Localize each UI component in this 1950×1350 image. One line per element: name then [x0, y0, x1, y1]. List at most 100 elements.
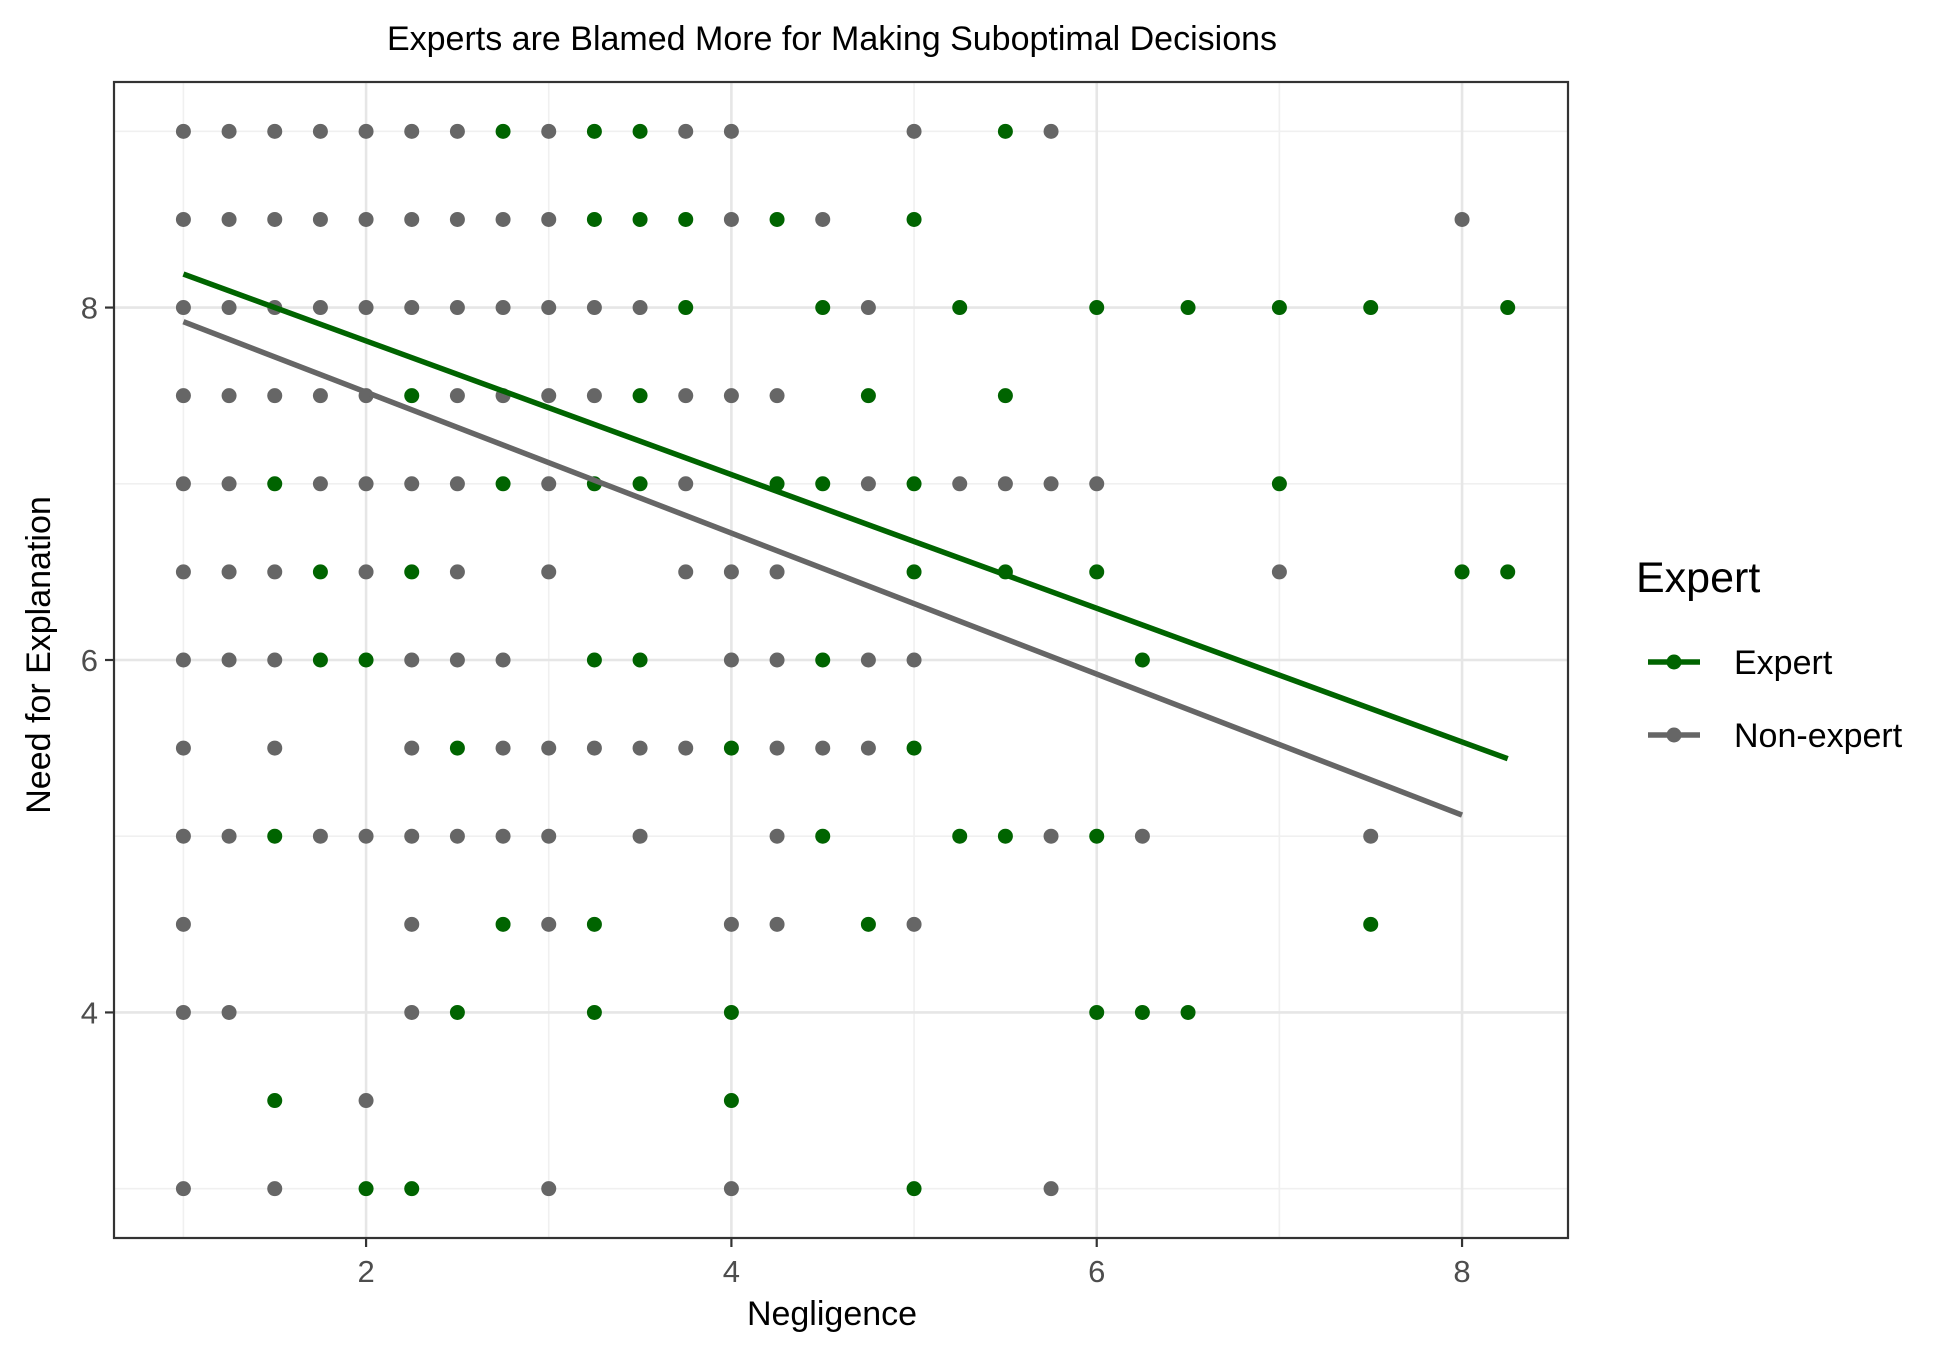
expert-point — [1089, 1004, 1105, 1020]
non-expert-fit-line — [182, 319, 1464, 818]
non-expert-point — [541, 564, 557, 580]
legend-key-point-non-expert — [1666, 727, 1682, 743]
non-expert-point — [175, 564, 191, 580]
non-expert-point — [1363, 828, 1379, 844]
expert-point — [723, 740, 739, 756]
non-expert-point — [449, 476, 465, 492]
expert-point — [860, 916, 876, 932]
non-expert-point — [312, 123, 328, 139]
x-tick-label: 6 — [1088, 1254, 1105, 1289]
non-expert-point — [723, 916, 739, 932]
non-expert-point — [906, 916, 922, 932]
non-expert-point — [449, 388, 465, 404]
non-expert-point — [404, 916, 420, 932]
non-expert-point — [723, 388, 739, 404]
non-expert-point — [449, 564, 465, 580]
expert-point — [1454, 564, 1470, 580]
non-expert-point — [175, 916, 191, 932]
non-expert-point — [404, 740, 420, 756]
non-expert-point — [175, 828, 191, 844]
expert-point — [860, 388, 876, 404]
expert-point — [952, 300, 968, 316]
non-expert-point — [769, 388, 785, 404]
non-expert-point — [221, 388, 237, 404]
non-expert-point — [267, 123, 283, 139]
expert-point — [586, 211, 602, 227]
y-tick-label: 4 — [81, 995, 98, 1030]
non-expert-point — [404, 123, 420, 139]
expert-point — [815, 652, 831, 668]
non-expert-point — [815, 211, 831, 227]
expert-point — [586, 916, 602, 932]
expert-point — [1089, 300, 1105, 316]
expert-point — [632, 123, 648, 139]
non-expert-point — [769, 740, 785, 756]
legend-entries: Expert Non-expert — [1648, 644, 1903, 755]
non-expert-point — [312, 828, 328, 844]
non-expert-point — [586, 388, 602, 404]
non-expert-point — [175, 1181, 191, 1197]
non-expert-point — [358, 564, 374, 580]
non-expert-point — [449, 300, 465, 316]
expert-point — [404, 1181, 420, 1197]
non-expert-point — [769, 828, 785, 844]
expert-point — [815, 300, 831, 316]
non-expert-point — [404, 211, 420, 227]
y-tick-label: 6 — [81, 643, 98, 678]
non-expert-point — [358, 300, 374, 316]
non-expert-point — [175, 388, 191, 404]
expert-point — [1271, 300, 1287, 316]
non-expert-point — [586, 740, 602, 756]
non-expert-point — [906, 652, 922, 668]
non-expert-point — [358, 1093, 374, 1109]
x-tick-label: 2 — [357, 1254, 374, 1289]
expert-point — [449, 1004, 465, 1020]
non-expert-point — [769, 916, 785, 932]
non-expert-point — [997, 476, 1013, 492]
non-expert-point — [404, 1004, 420, 1020]
expert-point — [1500, 564, 1516, 580]
non-expert-point — [723, 564, 739, 580]
non-expert-point — [404, 476, 420, 492]
non-expert-point — [221, 476, 237, 492]
regression-lines — [182, 271, 1509, 818]
expert-point — [815, 476, 831, 492]
expert-point — [1089, 564, 1105, 580]
non-expert-point — [1134, 828, 1150, 844]
non-expert-point — [1043, 828, 1059, 844]
non-expert-point — [678, 123, 694, 139]
expert-point — [449, 740, 465, 756]
expert-point — [997, 388, 1013, 404]
non-expert-point — [541, 123, 557, 139]
non-expert-point — [632, 828, 648, 844]
non-expert-point — [678, 740, 694, 756]
expert-point — [586, 652, 602, 668]
non-expert-point — [632, 300, 648, 316]
non-expert-point — [860, 300, 876, 316]
non-expert-point — [358, 828, 374, 844]
non-expert-point — [723, 652, 739, 668]
expert-point — [815, 828, 831, 844]
expert-point — [1180, 300, 1196, 316]
expert-point — [358, 652, 374, 668]
non-expert-point — [1043, 1181, 1059, 1197]
expert-point — [404, 564, 420, 580]
non-expert-point — [267, 1181, 283, 1197]
legend: Expert Expert Non-expert — [1636, 554, 1903, 755]
non-expert-point — [586, 300, 602, 316]
expert-point — [632, 388, 648, 404]
expert-point — [632, 652, 648, 668]
non-expert-point — [495, 300, 511, 316]
non-expert-point — [449, 211, 465, 227]
expert-point — [1134, 652, 1150, 668]
non-expert-point — [678, 476, 694, 492]
non-expert-point — [860, 740, 876, 756]
expert-point — [1363, 300, 1379, 316]
non-expert-point — [723, 1181, 739, 1197]
expert-fit-line — [182, 271, 1509, 762]
non-expert-point — [1043, 476, 1059, 492]
non-expert-point — [541, 476, 557, 492]
expert-point — [1500, 300, 1516, 316]
x-tick-label: 4 — [723, 1254, 740, 1289]
non-expert-point — [723, 211, 739, 227]
